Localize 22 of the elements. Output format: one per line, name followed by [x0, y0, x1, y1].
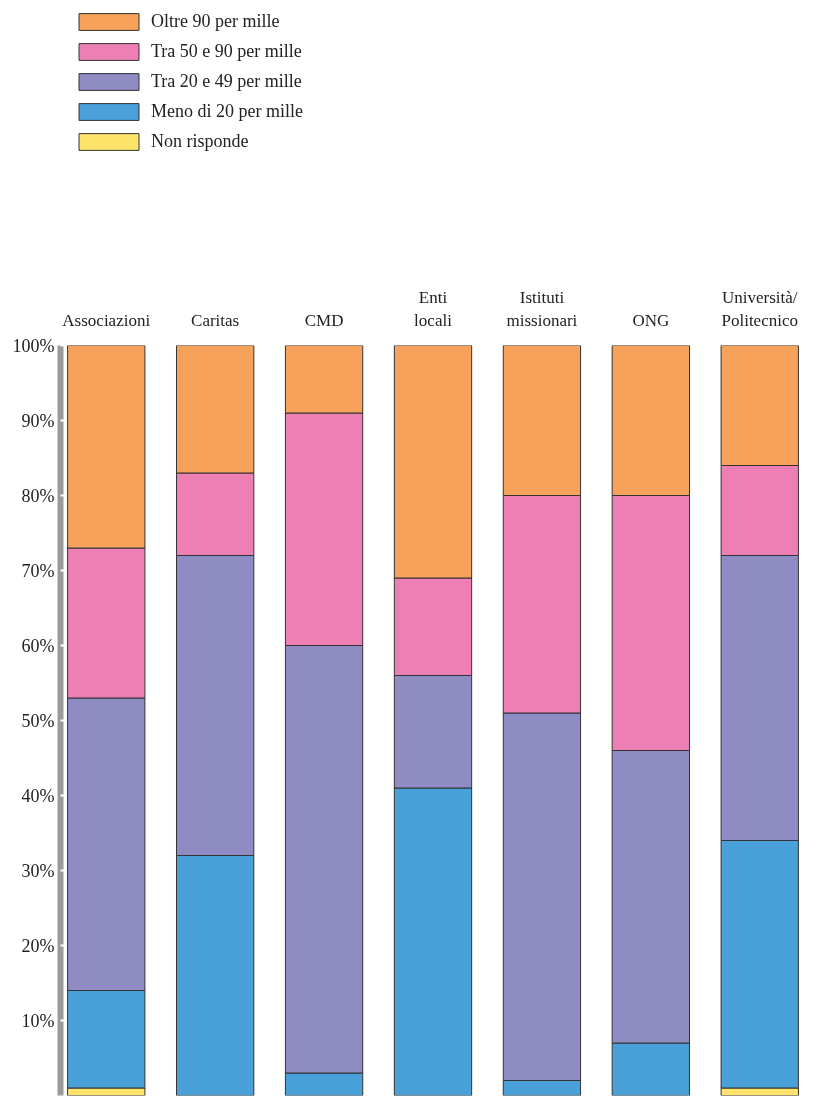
x-tick-label: Associazioni: [62, 310, 151, 330]
legend-label: Tra 50 e 90 per mille: [151, 41, 302, 62]
x-tick-label: Istituti missionari: [506, 287, 578, 330]
x-tick-label: Caritas: [191, 310, 240, 330]
y-tick-label: 80%: [21, 485, 55, 506]
x-tick-label: Enti locali: [414, 287, 453, 330]
y-tick-label: 60%: [21, 635, 55, 656]
y-tick-label: 90%: [21, 410, 55, 431]
y-tick-label: 30%: [21, 860, 55, 881]
y-tick-label: 50%: [21, 710, 55, 731]
y-tick-label: 70%: [21, 560, 55, 581]
y-tick-label: 20%: [21, 935, 55, 956]
y-tick-label: 40%: [21, 785, 55, 806]
legend-label: Oltre 90 per mille: [151, 11, 280, 32]
legend-label: Non risponde: [151, 131, 249, 152]
legend-label: Meno di 20 per mille: [151, 101, 303, 122]
y-tick-label: 10%: [21, 1010, 55, 1031]
y-tick-label: 100%: [12, 335, 55, 356]
legend-label: Tra 20 e 49 per mille: [151, 71, 302, 92]
x-tick-label: ONG: [632, 310, 670, 330]
x-tick-label: Università/ Politecnico: [721, 287, 798, 330]
x-tick-label: CMD: [304, 310, 344, 330]
